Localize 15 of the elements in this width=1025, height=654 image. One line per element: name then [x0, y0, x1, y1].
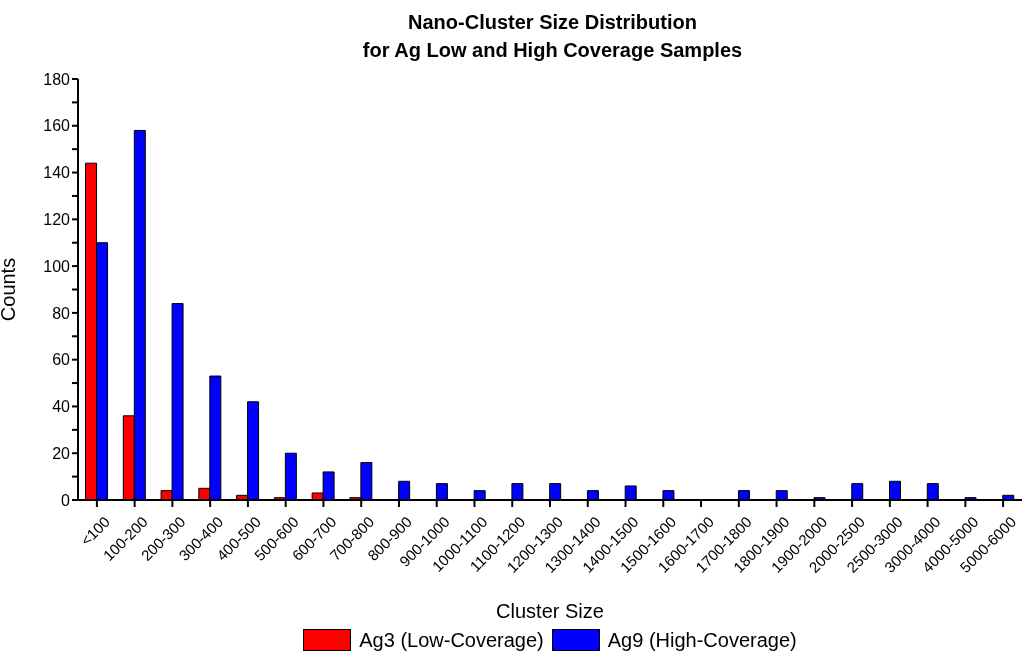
x-axis-title: Cluster Size [495, 600, 605, 623]
y-tick-label: 120 [43, 211, 71, 229]
y-tick-label: 40 [52, 398, 71, 416]
chart-title: Nano-Cluster Size Distribution for Ag Low and High Coverage Samples [361, 10, 744, 63]
y-tick-label: 100 [43, 257, 71, 275]
legend-label: Ag3 (Low-Coverage) [359, 628, 544, 652]
y-tick-label: 60 [52, 351, 71, 369]
y-tick-label: 20 [52, 444, 71, 462]
legend-label: Ag9 (High-Coverage) [607, 628, 797, 652]
y-tick-label: 160 [43, 117, 71, 135]
y-tick-label: 80 [52, 304, 71, 322]
y-tick-label: 140 [43, 164, 71, 182]
y-axis-title: Counts [0, 257, 20, 322]
y-tick-label: 180 [43, 70, 71, 88]
y-tick-label: 0 [61, 491, 71, 509]
